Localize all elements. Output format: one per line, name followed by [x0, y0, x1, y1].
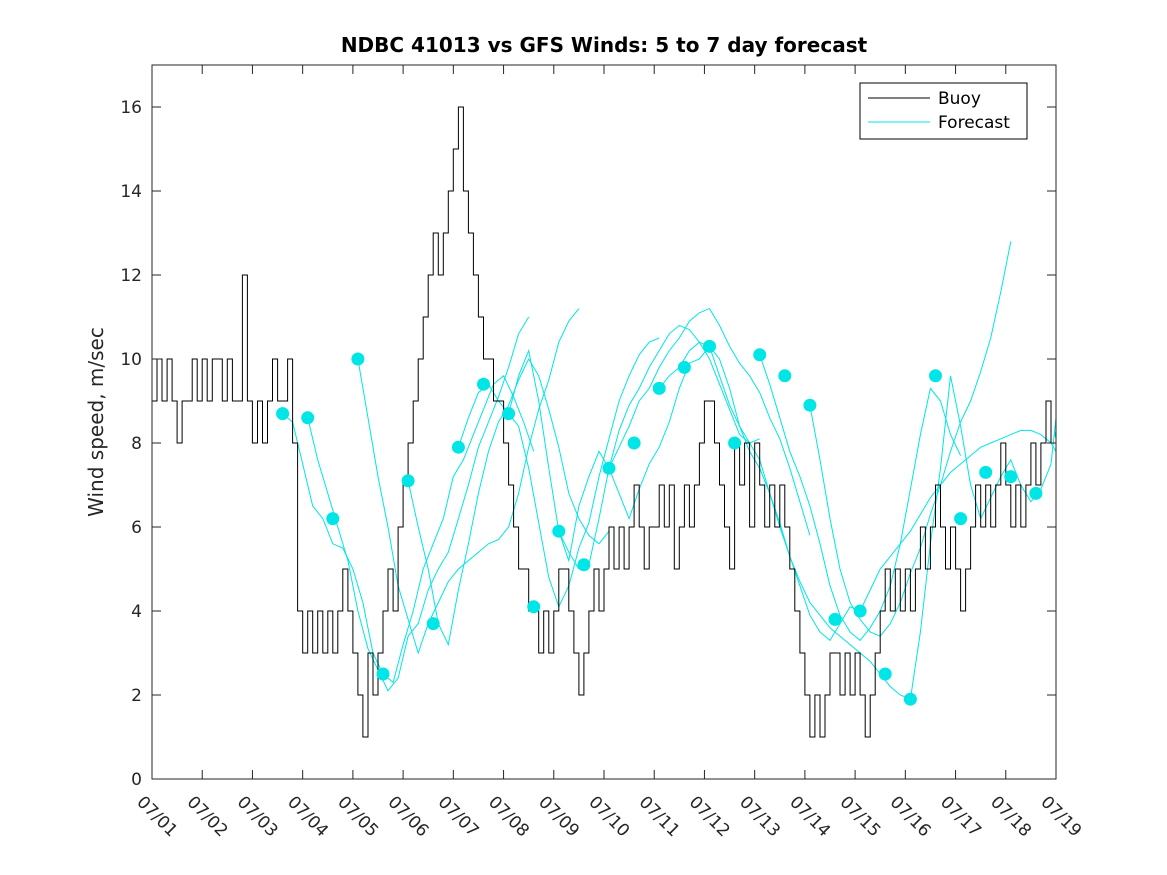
forecast-marker [753, 348, 767, 362]
forecast-run-line-13 [859, 429, 1056, 612]
forecast-marker [979, 465, 993, 479]
forecast-marker [351, 352, 365, 366]
forecast-marker [627, 436, 641, 450]
forecast-marker [401, 474, 415, 488]
y-tick-label: 10 [120, 350, 142, 370]
forecast-marker [903, 692, 917, 706]
forecast-marker [477, 377, 490, 391]
plot-area [152, 65, 1056, 779]
forecast-marker [1029, 486, 1043, 500]
forecast-run-line-7 [558, 324, 760, 570]
forecast-marker [376, 667, 390, 681]
forecast-marker [828, 612, 842, 626]
y-tick-label: 16 [120, 98, 142, 118]
forecast-marker [778, 369, 792, 383]
forecast-marker [527, 600, 541, 614]
y-tick-label: 2 [131, 686, 142, 706]
legend-label-buoy: Buoy [938, 89, 981, 109]
forecast-marker [652, 381, 666, 395]
forecast-marker [1004, 470, 1018, 484]
forecast-marker [803, 398, 817, 412]
forecast-marker [954, 512, 968, 526]
forecast-run-line-11 [759, 354, 962, 642]
y-axis-label: Wind speed, m/sec [84, 327, 108, 517]
plot-layer [152, 106, 1056, 738]
y-tick-label: 4 [131, 602, 142, 622]
forecast-marker [577, 558, 591, 572]
forecast-marker [426, 617, 440, 631]
forecast-run-line-3 [357, 308, 580, 655]
forecast-marker [728, 436, 742, 450]
buoy-step-line [152, 106, 1056, 738]
forecast-marker [326, 512, 340, 526]
forecast-run-line-8 [608, 307, 811, 536]
forecast-marker [276, 407, 290, 421]
y-tick-label: 8 [131, 434, 142, 454]
y-tick-label: 0 [131, 770, 142, 790]
forecast-marker [552, 524, 566, 538]
forecast-marker [929, 369, 942, 383]
forecast-marker [677, 360, 691, 374]
forecast-run-line-2 [307, 316, 530, 692]
chart-title: NDBC 41013 vs GFS Winds: 5 to 7 day fore… [341, 33, 868, 57]
forecast-marker [451, 440, 465, 454]
forecast-marker [878, 667, 892, 681]
legend: Buoy Forecast [859, 82, 1028, 140]
forecast-marker [602, 461, 616, 475]
forecast-marker [853, 604, 867, 618]
y-tick-label: 6 [131, 518, 142, 538]
forecast-marker [703, 339, 716, 353]
forecast-marker [502, 407, 516, 421]
legend-box [859, 82, 1028, 140]
forecast-run-line-1 [282, 375, 535, 684]
forecast-run-line-4 [407, 357, 610, 647]
y-tick-label: 14 [120, 182, 142, 202]
y-tick-label: 12 [120, 266, 142, 286]
forecast-run-line-10 [709, 346, 911, 700]
legend-label-forecast: Forecast [938, 113, 1010, 133]
forecast-marker [301, 411, 315, 425]
